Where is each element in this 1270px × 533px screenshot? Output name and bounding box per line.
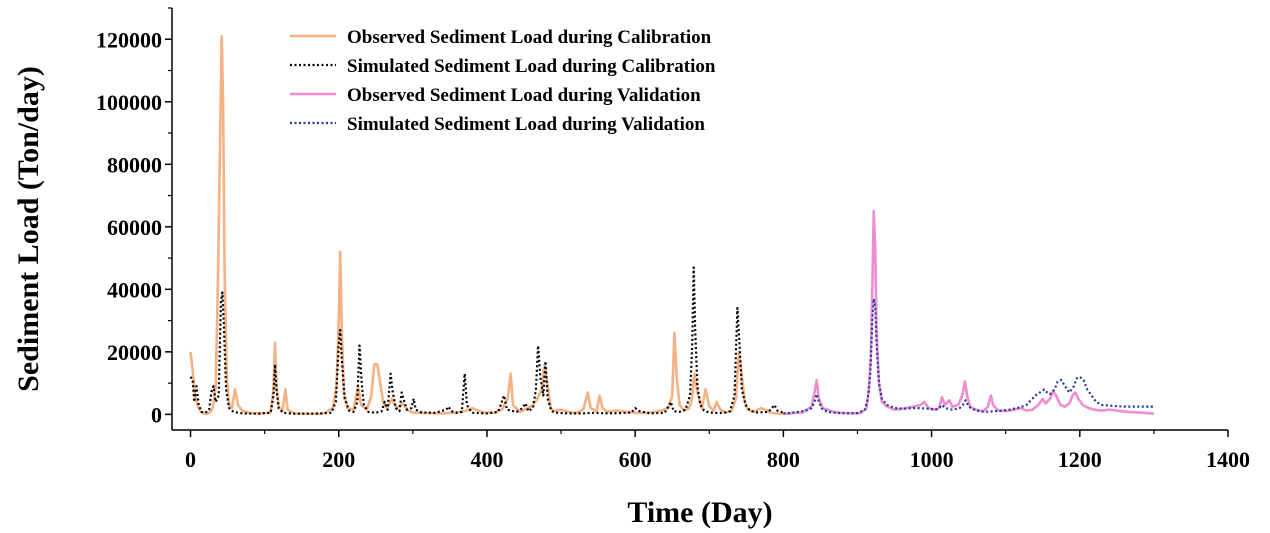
series-line-4	[783, 297, 1154, 415]
x-axis-title: Time (Day)	[627, 496, 772, 529]
ticks-layer: 0 200 400 600 800 1000 1200 1400 0 20000 40000 6000…	[96, 7, 1250, 472]
x-tick-label: 1000	[910, 447, 954, 472]
legend-label-3: Observed Sediment Load during Validation	[347, 85, 701, 106]
series-line-3	[783, 209, 1155, 415]
x-tick-label: 800	[767, 447, 800, 472]
y-tick-label: 0	[151, 402, 162, 427]
series-line-2	[189, 266, 784, 415]
y-tick-label: 80000	[107, 152, 162, 177]
series-line-1	[189, 34, 784, 415]
y-axis-title: Sediment Load (Ton/day)	[12, 66, 45, 392]
x-tick-label: 200	[322, 447, 355, 472]
x-tick-label: 1200	[1058, 447, 1102, 472]
x-tick-label: 600	[619, 447, 652, 472]
y-tick-label: 20000	[107, 340, 162, 365]
x-tick-label: 400	[470, 447, 503, 472]
x-tick-label: 1400	[1206, 447, 1250, 472]
legend-label-2: Simulated Sediment Load during Calibrati…	[347, 56, 716, 77]
y-tick-label: 120000	[96, 27, 162, 52]
axes-layer	[171, 8, 1228, 431]
legend-label-4: Simulated Sediment Load during Validatio…	[347, 114, 705, 135]
x-tick-label: 0	[185, 447, 196, 472]
series-layer	[189, 34, 1155, 415]
y-tick-label: 40000	[107, 277, 162, 302]
legend-label-1: Observed Sediment Load during Calibratio…	[347, 27, 712, 48]
y-tick-label: 60000	[107, 215, 162, 240]
legend: Observed Sediment Load during Calibratio…	[290, 27, 716, 135]
y-tick-label: 100000	[96, 90, 162, 115]
